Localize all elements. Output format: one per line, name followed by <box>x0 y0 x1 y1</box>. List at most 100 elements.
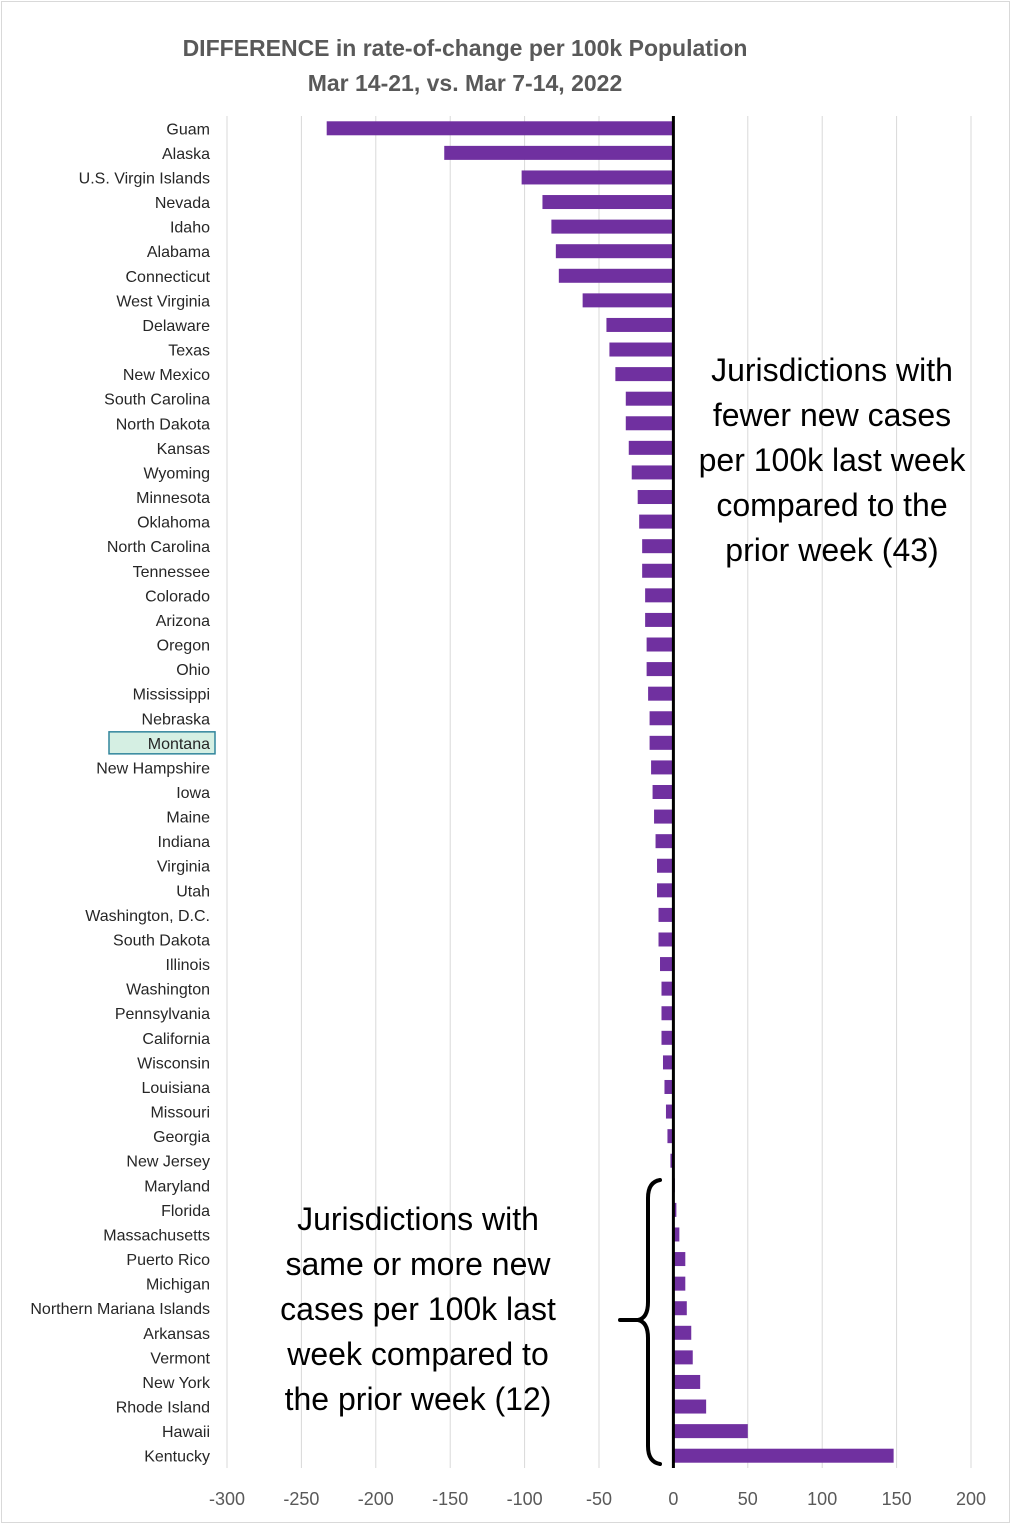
category-label: Oklahoma <box>137 515 210 532</box>
bar-massachusetts <box>673 1227 680 1242</box>
bar-utah <box>657 883 674 898</box>
category-label: Oregon <box>157 638 210 655</box>
category-label: New Jersey <box>126 1154 210 1171</box>
x-tick-label: 150 <box>882 1489 912 1509</box>
chart-title: DIFFERENCE in rate-of-change per 100k Po… <box>183 35 748 96</box>
title-line-1: DIFFERENCE in rate-of-change per 100k Po… <box>183 35 748 61</box>
bar-kentucky <box>673 1448 894 1463</box>
bar-washington <box>661 981 674 996</box>
x-tick-label: 0 <box>668 1489 678 1509</box>
bar-hawaii <box>673 1424 748 1439</box>
bar-wisconsin <box>662 1055 674 1070</box>
category-label: Rhode Island <box>116 1400 210 1417</box>
x-tick-label: 100 <box>807 1489 837 1509</box>
x-tick-label: 200 <box>956 1489 986 1509</box>
bar-pennsylvania <box>661 1006 674 1021</box>
bar-south-carolina <box>625 391 674 406</box>
bar-maine <box>654 809 674 824</box>
bar-iowa <box>652 785 674 799</box>
bar-louisiana <box>664 1079 674 1094</box>
category-label: Indiana <box>158 834 211 851</box>
bar-nevada <box>542 195 674 210</box>
category-label: Texas <box>168 343 210 360</box>
category-label: Nevada <box>155 195 210 212</box>
bar-vermont <box>673 1350 693 1365</box>
category-label: Maine <box>166 810 210 827</box>
category-label: Mississippi <box>133 687 210 704</box>
bar-alabama <box>555 244 674 259</box>
bar-u-s-virgin-islands <box>521 170 674 185</box>
bar-alaska <box>444 145 674 160</box>
category-label: Northern Mariana Islands <box>30 1301 210 1318</box>
category-label: Louisiana <box>142 1080 211 1097</box>
category-label: California <box>142 1031 210 1048</box>
bar-arizona <box>645 612 674 627</box>
category-label: North Carolina <box>107 539 210 556</box>
bar-new-hampshire <box>651 760 674 775</box>
category-labels: Guam Alaska U.S. Virgin Islands Nevada Idaho… <box>30 121 211 1465</box>
annotation-decrease-line-5: prior week (43) <box>725 532 938 568</box>
bar-kansas <box>628 440 674 455</box>
bar-minnesota <box>637 490 674 505</box>
annotation-decrease-line-1: Jurisdictions with <box>711 352 953 388</box>
bar-arkansas <box>673 1325 692 1340</box>
annotation-increase-line-2: same or more new <box>286 1246 552 1282</box>
annotations: Jurisdictions with fewer new cases per 1… <box>280 352 966 1466</box>
bar-west-virginia <box>582 293 674 308</box>
category-highlight <box>108 731 216 755</box>
bar-mississippi <box>648 686 674 701</box>
bar-georgia <box>667 1129 674 1144</box>
bar-tennessee <box>642 563 674 578</box>
bar-delaware <box>606 317 674 332</box>
bar-connecticut <box>558 268 674 283</box>
annotation-increase-line-5: the prior week (12) <box>285 1381 552 1417</box>
x-tick-label: -200 <box>358 1489 394 1509</box>
category-label: Virginia <box>157 859 210 876</box>
bar-michigan <box>673 1276 686 1291</box>
category-label: Utah <box>176 883 210 900</box>
category-label: Alabama <box>147 244 210 261</box>
category-label: Ohio <box>176 662 210 679</box>
category-label: U.S. Virgin Islands <box>79 170 210 187</box>
bar-idaho <box>551 219 674 234</box>
category-label: Wisconsin <box>137 1055 210 1072</box>
bar-colorado <box>645 588 674 603</box>
bar-indiana <box>655 834 674 849</box>
x-tick-labels: -300 -250 -200 -150 -100 -50 0 50 100 150 200 <box>209 1489 986 1509</box>
category-label: Massachusetts <box>103 1227 210 1244</box>
category-label: Nebraska <box>142 711 211 728</box>
category-label: Colorado <box>145 588 210 605</box>
category-label: Puerto Rico <box>126 1252 210 1269</box>
bar-wyoming <box>631 465 674 480</box>
category-label: Florida <box>161 1203 210 1220</box>
bar-missouri <box>665 1104 674 1119</box>
x-tick-label: -150 <box>432 1489 468 1509</box>
annotation-decrease-line-4: compared to the <box>716 487 947 523</box>
category-label: South Dakota <box>113 932 210 949</box>
category-label: New York <box>142 1375 211 1392</box>
category-label: New Hampshire <box>96 760 210 777</box>
category-highlight-box <box>108 731 216 755</box>
curly-brace <box>618 1178 662 1466</box>
bar-new-york <box>673 1374 701 1389</box>
bar-north-dakota <box>625 416 674 431</box>
category-label: Georgia <box>153 1129 210 1146</box>
category-label: Arizona <box>156 613 210 630</box>
title-line-2: Mar 14-21, vs. Mar 7-14, 2022 <box>308 70 623 96</box>
category-label: Illinois <box>166 957 210 974</box>
bar-south-dakota <box>658 932 674 947</box>
x-tick-label: -100 <box>507 1489 543 1509</box>
category-label: Pennsylvania <box>115 1006 210 1023</box>
category-label: Washington, D.C. <box>85 908 210 925</box>
annotation-increase-line-3: cases per 100k last <box>280 1291 556 1327</box>
category-label: Missouri <box>150 1105 210 1122</box>
bar-texas <box>609 342 674 357</box>
category-label: Wyoming <box>143 465 210 482</box>
category-label: Kentucky <box>144 1449 210 1466</box>
bar-northern-mariana-islands <box>673 1301 687 1316</box>
category-label: Arkansas <box>143 1326 210 1343</box>
bar-rhode-island <box>673 1399 707 1414</box>
category-label: North Dakota <box>116 416 210 433</box>
category-label: Guam <box>166 121 210 138</box>
category-label: New Mexico <box>123 367 210 384</box>
